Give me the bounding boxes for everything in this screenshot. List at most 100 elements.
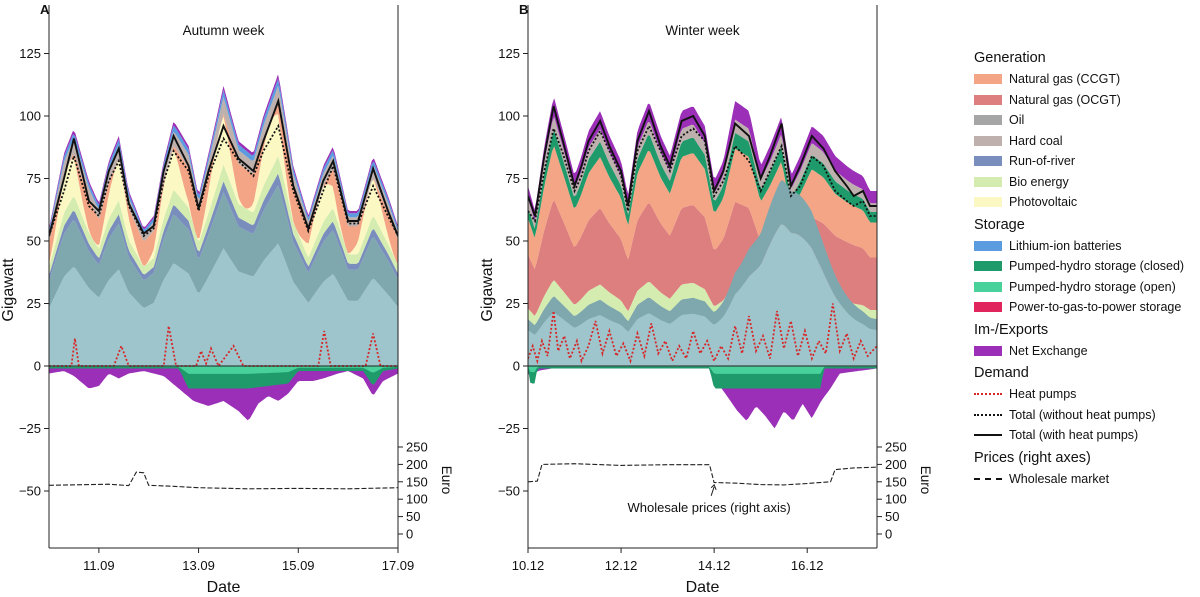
x-tick-label: 13.09 bbox=[182, 558, 215, 573]
legend-item: Power-to-gas-to-power storage bbox=[974, 297, 1196, 318]
legend-color-swatch bbox=[974, 197, 1002, 208]
panel-autumn: A Autumn week 125 100 75 50 250 −25 −50 Gigawatt 0… bbox=[0, 2, 454, 596]
net-import-area bbox=[528, 98, 877, 221]
y-tick-label: 0 bbox=[513, 359, 520, 374]
legend-item: Oil bbox=[974, 110, 1196, 131]
legend-label: Natural gas (OCGT) bbox=[1009, 92, 1121, 107]
legend-item: Wholesale market bbox=[974, 469, 1196, 490]
panel-title: Autumn week bbox=[183, 23, 265, 38]
y-tick-label: 25 bbox=[27, 296, 41, 311]
legend-item: Pumped-hydro storage (open) bbox=[974, 277, 1196, 298]
y-tick-label: −25 bbox=[498, 421, 520, 436]
y-tick-label: 50 bbox=[506, 234, 520, 249]
legend-item: Natural gas (CCGT) bbox=[974, 69, 1196, 90]
legend-item: Hard coal bbox=[974, 131, 1196, 152]
price-tick-label: 0 bbox=[406, 527, 413, 542]
pumped-hydro-open-charge-area bbox=[49, 366, 398, 374]
x-tick-label: 15.09 bbox=[282, 558, 315, 573]
y-tick-label: 125 bbox=[19, 46, 41, 61]
price-annotation: Wholesale prices (right axis) bbox=[627, 500, 790, 515]
y-axis-label: Gigawatt bbox=[0, 258, 17, 322]
price-tick-label: 100 bbox=[406, 492, 428, 507]
legend-label: Total (without heat pumps) bbox=[1009, 407, 1156, 422]
panel-label: B bbox=[519, 2, 528, 17]
legend-item: Natural gas (OCGT) bbox=[974, 90, 1196, 111]
wholesale-price-line bbox=[528, 463, 877, 486]
price-tick-label: 100 bbox=[885, 492, 907, 507]
right-axis-label: Euro bbox=[918, 466, 933, 495]
y-tick-label: 25 bbox=[506, 296, 520, 311]
legend-line-swatch bbox=[974, 434, 1002, 437]
legend-color-swatch bbox=[974, 176, 1002, 187]
legend-exchange-title: Im-/Exports bbox=[974, 321, 1049, 338]
pumped-hydro-charge-area bbox=[49, 366, 398, 389]
legend-storage-title: Storage bbox=[974, 216, 1025, 233]
total-demand-without-heat-pumps-line bbox=[528, 123, 877, 224]
price-tick-label: 150 bbox=[885, 474, 907, 489]
y-tick-label: 50 bbox=[27, 234, 41, 249]
price-tick-label: 200 bbox=[406, 457, 428, 472]
legend-label: Pumped-hydro storage (open) bbox=[1009, 279, 1176, 294]
legend-label: Natural gas (CCGT) bbox=[1009, 72, 1121, 87]
x-tick-label: 17.09 bbox=[382, 558, 415, 573]
legend: Generation Natural gas (CCGT) Natural gas… bbox=[974, 46, 1196, 489]
legend-label: Run-of-river bbox=[1009, 154, 1075, 169]
legend-label: Net Exchange bbox=[1009, 343, 1088, 358]
legend-color-swatch bbox=[974, 115, 1002, 126]
legend-label: Total (with heat pumps) bbox=[1009, 428, 1139, 443]
x-tick-label: 12.12 bbox=[605, 558, 638, 573]
price-tick-label: 0 bbox=[885, 527, 892, 542]
x-tick-label: 16.12 bbox=[791, 558, 824, 573]
legend-color-swatch bbox=[974, 240, 1002, 251]
legend-color-swatch bbox=[974, 94, 1002, 105]
x-tick-label: 10.12 bbox=[512, 558, 545, 573]
total-demand-with-heat-pumps-line bbox=[528, 105, 877, 217]
price-tick-label: 250 bbox=[885, 440, 907, 455]
y-tick-label: 75 bbox=[506, 171, 520, 186]
plot-area bbox=[528, 98, 877, 486]
net-export-area bbox=[528, 366, 877, 429]
photovoltaic-area bbox=[49, 114, 398, 268]
x-axis-label: Date bbox=[686, 579, 720, 596]
y-tick-label: 75 bbox=[27, 171, 41, 186]
y-tick-label: −50 bbox=[19, 484, 41, 499]
price-tick-label: 250 bbox=[406, 440, 428, 455]
legend-item: Total (without heat pumps) bbox=[974, 405, 1196, 426]
wholesale-price-line bbox=[49, 471, 398, 490]
plot-area bbox=[49, 74, 398, 490]
total-demand-with-heat-pumps-line bbox=[49, 97, 398, 237]
price-tick-label: 200 bbox=[885, 457, 907, 472]
legend-item: Net Exchange bbox=[974, 341, 1196, 362]
right-axis-label: Euro bbox=[439, 466, 454, 495]
y-tick-label: −50 bbox=[498, 484, 520, 499]
legend-color-swatch bbox=[974, 302, 1002, 313]
legend-item: Total (with heat pumps) bbox=[974, 425, 1196, 446]
price-tick-label: 50 bbox=[406, 509, 420, 524]
legend-item: Bio energy bbox=[974, 172, 1196, 193]
legend-color-swatch bbox=[974, 345, 1002, 356]
price-tick-label: 50 bbox=[885, 509, 899, 524]
y-tick-label: 125 bbox=[498, 46, 520, 61]
legend-label: Pumped-hydro storage (closed) bbox=[1009, 259, 1185, 274]
pumped-hydro-open-charge-area bbox=[528, 366, 877, 374]
panel-title: Winter week bbox=[665, 23, 740, 38]
bio-energy-area bbox=[49, 156, 398, 276]
legend-item: Heat pumps bbox=[974, 384, 1196, 405]
hard-coal-area bbox=[528, 116, 877, 229]
panel-label: A bbox=[40, 2, 50, 17]
legend-color-swatch bbox=[974, 281, 1002, 292]
legend-prices-title: Prices (right axes) bbox=[974, 449, 1091, 466]
legend-line-swatch bbox=[974, 477, 1002, 480]
legend-item: Photovoltaic bbox=[974, 192, 1196, 213]
x-axis-label: Date bbox=[207, 579, 241, 596]
net-export-area bbox=[49, 366, 398, 421]
legend-item: Pumped-hydro storage (closed) bbox=[974, 256, 1196, 277]
legend-item: Run-of-river bbox=[974, 151, 1196, 172]
legend-label: Bio energy bbox=[1009, 174, 1069, 189]
y-tick-label: 100 bbox=[498, 109, 520, 124]
legend-color-swatch bbox=[974, 135, 1002, 146]
y-tick-label: −25 bbox=[19, 421, 41, 436]
annotation-arrow-head bbox=[710, 483, 717, 490]
